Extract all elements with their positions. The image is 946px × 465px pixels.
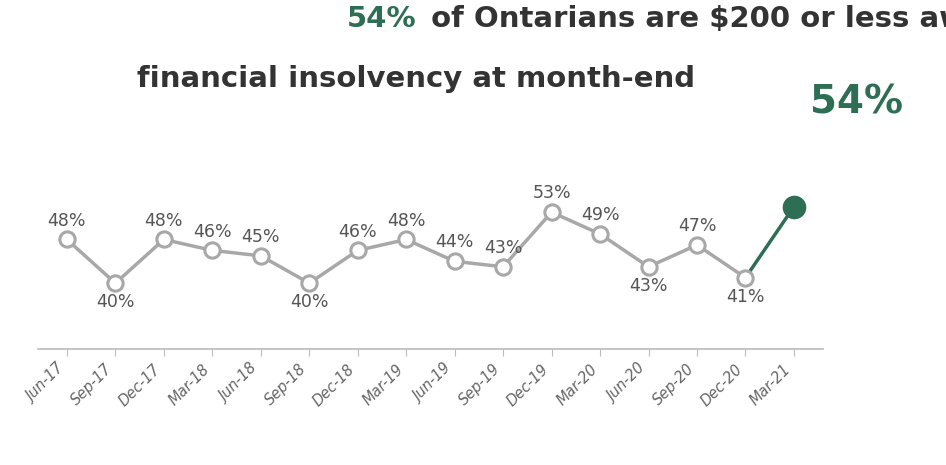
Text: 43%: 43% xyxy=(484,239,522,257)
Text: 40%: 40% xyxy=(290,293,328,311)
Text: 44%: 44% xyxy=(435,233,474,252)
Text: 48%: 48% xyxy=(47,212,86,230)
Text: 41%: 41% xyxy=(727,287,764,306)
Text: 47%: 47% xyxy=(677,217,716,235)
Text: of Ontarians are $200 or less away from: of Ontarians are $200 or less away from xyxy=(421,5,946,33)
Text: 43%: 43% xyxy=(629,277,668,295)
Text: 46%: 46% xyxy=(339,223,377,240)
Text: 54%: 54% xyxy=(811,84,903,122)
Text: 46%: 46% xyxy=(193,223,232,240)
Text: 40%: 40% xyxy=(96,293,134,311)
Text: 49%: 49% xyxy=(581,206,620,224)
Text: 54%: 54% xyxy=(346,5,416,33)
Text: 53%: 53% xyxy=(533,184,571,202)
Text: 48%: 48% xyxy=(145,212,184,230)
Text: financial insolvency at month-end: financial insolvency at month-end xyxy=(137,65,695,93)
Text: 48%: 48% xyxy=(387,212,426,230)
Text: 45%: 45% xyxy=(241,228,280,246)
